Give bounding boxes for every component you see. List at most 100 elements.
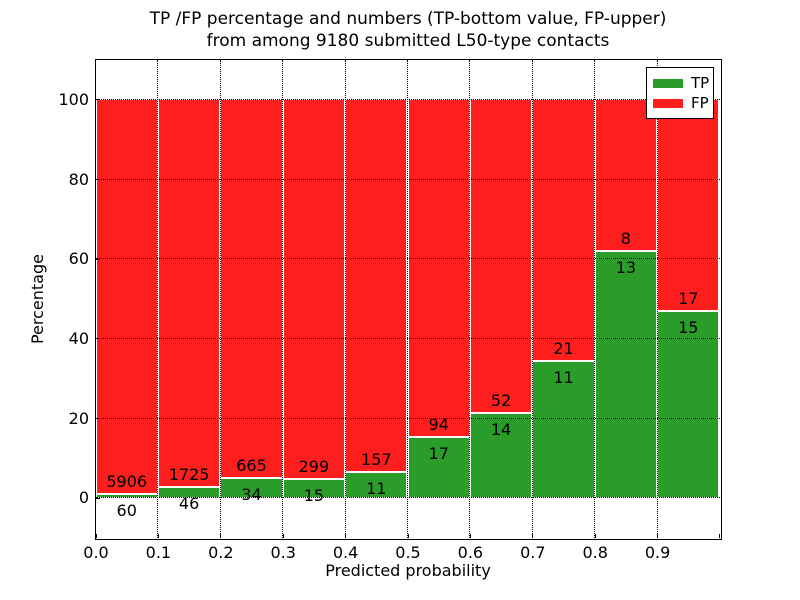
x-tick-label: 0.4 (332, 543, 359, 562)
tp-count-label: 17 (428, 443, 449, 463)
y-tick-label: 40 (68, 328, 89, 348)
y-gridline (95, 417, 720, 419)
legend-item-label: FP (691, 94, 709, 112)
chart-title-line2: from among 9180 submitted L50-type conta… (206, 31, 610, 51)
tp-count-label: 15 (678, 317, 699, 337)
x-tick-mark (95, 533, 97, 538)
tp-bar (407, 436, 470, 498)
tp-count-label: 11 (366, 478, 387, 498)
tp-count-label: 15 (303, 485, 325, 505)
x-tick-label: 0.5 (395, 543, 421, 562)
x-gridline (282, 59, 284, 538)
fp-count-label: 299 (298, 456, 330, 476)
y-gridline (95, 497, 720, 499)
y-tick-label: 100 (58, 89, 89, 109)
x-gridline (407, 59, 408, 538)
tp-bar (657, 310, 720, 498)
x-tick-mark (220, 533, 222, 538)
chart-title: TP /FP percentage and numbers (TP-bottom… (96, 8, 720, 52)
chart-title-line1: TP /FP percentage and numbers (TP-bottom… (149, 9, 667, 29)
fp-count-label: 52 (490, 391, 512, 411)
x-axis-label: Predicted probability (325, 561, 491, 580)
y-tick-label: 0 (78, 488, 89, 508)
x-tick-mark (282, 533, 284, 538)
fp-count-label: 21 (553, 338, 574, 358)
x-tick-mark (407, 533, 409, 538)
tp-legend-swatch (653, 78, 683, 88)
tp-bar (282, 478, 346, 498)
x-gridline (469, 59, 471, 538)
fp-bar (532, 99, 595, 361)
x-tick-mark (594, 533, 596, 538)
fp-bar (220, 99, 283, 479)
tp-count-label: 34 (241, 485, 262, 505)
x-tick-label: 0.8 (582, 543, 608, 562)
fp-bar (157, 99, 221, 488)
fp-bar (282, 99, 346, 479)
x-tick-label: 0.2 (208, 543, 234, 562)
y-tick-label: 60 (68, 249, 89, 269)
legend: TP FP (646, 67, 714, 119)
tp-bar (469, 413, 533, 498)
tp-bar (220, 478, 283, 498)
fp-bar (469, 99, 533, 414)
x-tick-mark (657, 533, 659, 538)
fp-count-label: 8 (620, 229, 631, 249)
y-gridline (95, 258, 720, 260)
y-gridline (95, 98, 720, 100)
y-tick-label: 80 (68, 169, 89, 189)
y-tick-label: 20 (68, 408, 89, 428)
fp-count-label: 17 (678, 288, 699, 308)
tp-bar (594, 251, 658, 498)
x-gridline (219, 59, 221, 538)
tp-bar (95, 493, 158, 498)
tp-count-label: 11 (553, 367, 574, 387)
legend-item: TP (653, 73, 710, 93)
y-tick-mark (95, 258, 100, 260)
fp-count-label: 1725 (168, 465, 210, 485)
y-gridline (95, 178, 720, 180)
tp-bar (157, 487, 221, 498)
x-tick-mark (532, 533, 534, 538)
fp-bar (407, 99, 470, 437)
fp-count-label: 5906 (106, 471, 148, 491)
x-tick-label: 0.7 (520, 543, 546, 562)
fp-bar (657, 99, 720, 311)
y-tick-mark (95, 497, 100, 499)
tp-count-label: 14 (490, 420, 512, 440)
fp-count-label: 94 (428, 414, 449, 434)
x-tick-label: 0.3 (270, 543, 296, 562)
tp-count-label: 46 (178, 494, 200, 514)
x-gridline (656, 59, 658, 538)
x-tick-mark (157, 533, 159, 538)
fp-count-label: 157 (361, 449, 392, 469)
y-tick-mark (95, 179, 100, 180)
y-axis-label: Percentage (28, 254, 47, 345)
y-gridline (95, 337, 720, 339)
x-tick-label: 0.6 (457, 543, 484, 562)
x-gridline (344, 59, 346, 538)
plot-area: 5906 60 1725 46 665 34 299 15 157 11 94 17 52 14 21 11 8… (94, 58, 722, 540)
tp-count-label: 13 (615, 258, 637, 278)
x-tick-mark (469, 533, 471, 538)
x-tick-label: 0.1 (145, 543, 172, 562)
x-gridline (594, 59, 596, 538)
y-tick-mark (95, 338, 100, 340)
fp-bar (594, 99, 658, 252)
fp-bar (95, 99, 158, 494)
x-tick-label: 0.9 (644, 543, 671, 562)
x-tick-mark (345, 533, 347, 538)
tp-bar (345, 471, 408, 498)
x-gridline (531, 59, 533, 538)
x-tick-mark (718, 533, 720, 538)
x-tick-label: 0.0 (83, 543, 109, 562)
tp-count-label: 60 (116, 500, 137, 520)
fp-bar (345, 99, 408, 472)
legend-item-label: TP (691, 74, 710, 92)
fp-count-label: 665 (236, 456, 267, 476)
legend-item: FP (653, 93, 709, 113)
fp-legend-swatch (653, 98, 683, 108)
y-tick-mark (95, 99, 100, 101)
y-tick-mark (95, 418, 100, 419)
